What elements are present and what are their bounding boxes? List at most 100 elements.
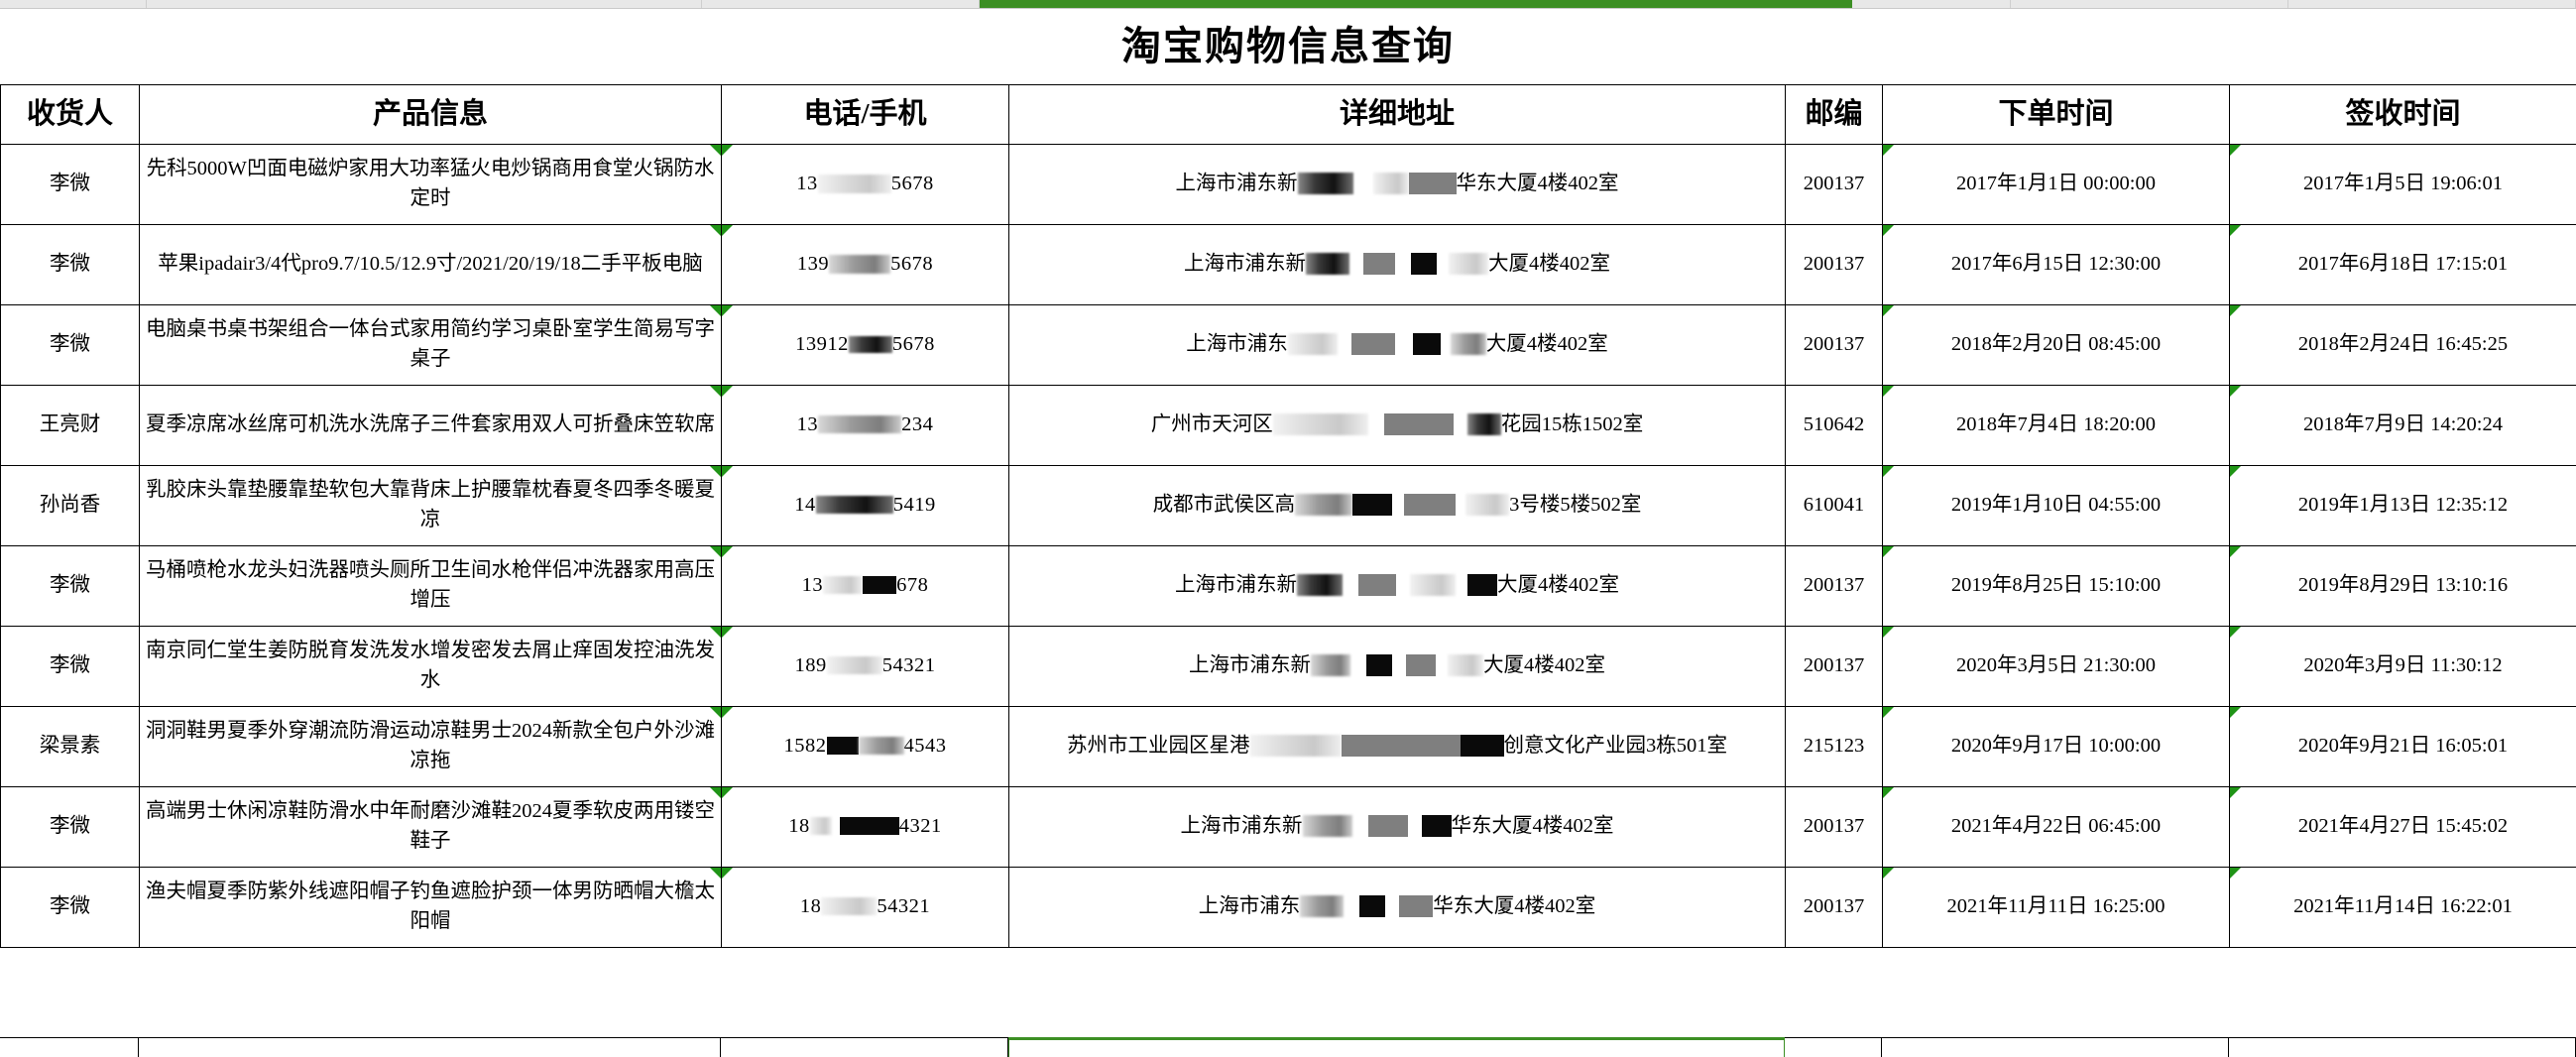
cell-product[interactable]: 夏季凉席冰丝席可机洗水洗席子三件套家用双人可折叠床笠软席 bbox=[139, 385, 722, 466]
phone-suffix: 54321 bbox=[881, 654, 936, 677]
cell-address[interactable]: 上海市浦东 华东大厦4楼402室 bbox=[1008, 867, 1786, 948]
cell-product[interactable]: 乳胶床头靠垫腰靠垫软包大靠背床上护腰靠枕春夏冬四季冬暖夏凉 bbox=[139, 465, 722, 546]
cell-address[interactable]: 上海市浦东新 大厦4楼402室 bbox=[1008, 545, 1786, 627]
cell-order-time[interactable]: 2021年4月22日 06:45:00 bbox=[1882, 786, 2230, 868]
table-row[interactable]: 李微 马桶喷枪水龙头妇洗器喷头厕所卫生间水枪伴侣冲洗器家用高压增压 13 678 … bbox=[0, 545, 2576, 627]
cell-order-time[interactable]: 2021年11月11日 16:25:00 bbox=[1882, 867, 2230, 948]
column-header-order-time[interactable]: 下单时间 bbox=[1882, 84, 2230, 145]
cell-product[interactable]: 南京同仁堂生姜防脱育发洗发水增发密发去屑止痒固发控油洗发水 bbox=[139, 626, 722, 707]
column-header-segment[interactable] bbox=[702, 0, 980, 8]
cell-zipcode[interactable]: 200137 bbox=[1785, 626, 1883, 707]
redaction-mask bbox=[1408, 173, 1457, 195]
table-row[interactable]: 李微 高端男士休闲凉鞋防滑水中年耐磨沙滩鞋2024夏季软皮两用镂空鞋子 18 43… bbox=[0, 786, 2576, 868]
cell-order-time[interactable]: 2018年7月4日 18:20:00 bbox=[1882, 385, 2230, 466]
cell-zipcode[interactable]: 215123 bbox=[1785, 706, 1883, 787]
cell-recipient[interactable]: 李微 bbox=[0, 867, 140, 948]
cell-product[interactable]: 电脑桌书桌书架组合一体台式家用简约学习桌卧室学生简易写字桌子 bbox=[139, 304, 722, 386]
cell-phone[interactable]: 13 234 bbox=[721, 385, 1009, 466]
cell-product[interactable]: 洞洞鞋男夏季外穿潮流防滑运动凉鞋男士2024新款全包户外沙滩凉拖 bbox=[139, 706, 722, 787]
table-row[interactable]: 李微 电脑桌书桌书架组合一体台式家用简约学习桌卧室学生简易写字桌子 13912 5… bbox=[0, 304, 2576, 386]
cell-order-time[interactable]: 2019年8月25日 15:10:00 bbox=[1882, 545, 2230, 627]
cell-zipcode[interactable]: 200137 bbox=[1785, 786, 1883, 868]
cell-zipcode[interactable]: 200137 bbox=[1785, 545, 1883, 627]
redaction-mask bbox=[1341, 735, 1461, 758]
column-header-segment[interactable] bbox=[147, 0, 702, 8]
cell-sign-time[interactable]: 2021年4月27日 15:45:02 bbox=[2229, 786, 2576, 868]
cell-address[interactable]: 上海市浦东新 大厦4楼402室 bbox=[1008, 224, 1786, 305]
cell-sign-time[interactable]: 2017年6月18日 17:15:01 bbox=[2229, 224, 2576, 305]
column-header-phone[interactable]: 电话/手机 bbox=[721, 84, 1009, 145]
column-header-address[interactable]: 详细地址 bbox=[1008, 84, 1786, 145]
cell-recipient[interactable]: 李微 bbox=[0, 224, 140, 305]
cell-address[interactable]: 广州市天河区 花园15栋1502室 bbox=[1008, 385, 1786, 466]
cell-address[interactable]: 上海市浦东新 华东大厦4楼402室 bbox=[1008, 786, 1786, 868]
cell-order-time[interactable]: 2020年3月5日 21:30:00 bbox=[1882, 626, 2230, 707]
cell-order-time[interactable]: 2020年9月17日 10:00:00 bbox=[1882, 706, 2230, 787]
cell-order-time[interactable]: 2017年6月15日 12:30:00 bbox=[1882, 224, 2230, 305]
cell-zipcode[interactable]: 200137 bbox=[1785, 304, 1883, 386]
cell-sign-time[interactable]: 2020年9月21日 16:05:01 bbox=[2229, 706, 2576, 787]
table-row[interactable]: 王亮财 夏季凉席冰丝席可机洗水洗席子三件套家用双人可折叠床笠软席 13 234 广… bbox=[0, 385, 2576, 466]
table-row[interactable]: 李微 南京同仁堂生姜防脱育发洗发水增发密发去屑止痒固发控油洗发水 189 5432… bbox=[0, 626, 2576, 707]
cell-recipient[interactable]: 孙尚香 bbox=[0, 465, 140, 546]
cell-sign-time[interactable]: 2021年11月14日 16:22:01 bbox=[2229, 867, 2576, 948]
cell-phone[interactable]: 13 5678 bbox=[721, 144, 1009, 225]
cell-phone[interactable]: 14 5419 bbox=[721, 465, 1009, 546]
column-header-zipcode[interactable]: 邮编 bbox=[1785, 84, 1883, 145]
cell-zipcode[interactable]: 510642 bbox=[1785, 385, 1883, 466]
cell-sign-time[interactable]: 2017年1月5日 19:06:01 bbox=[2229, 144, 2576, 225]
cell-recipient[interactable]: 李微 bbox=[0, 545, 140, 627]
cell-phone[interactable]: 1582 4543 bbox=[721, 706, 1009, 787]
column-header-segment-selected[interactable] bbox=[980, 0, 1852, 8]
cell-address[interactable]: 成都市武侯区高 3号楼5楼502室 bbox=[1008, 465, 1786, 546]
cell-sign-time[interactable]: 2018年7月9日 14:20:24 bbox=[2229, 385, 2576, 466]
cell-address[interactable]: 上海市浦东新 华东大厦4楼402室 bbox=[1008, 144, 1786, 225]
table-row[interactable]: 李微 渔夫帽夏季防紫外线遮阳帽子钓鱼遮脸护颈一体男防晒帽大檐太阳帽 18 5432… bbox=[0, 867, 2576, 948]
table-row[interactable]: 李微 先科5000W凹面电磁炉家用大功率猛火电炒锅商用食堂火锅防水定时 13 56… bbox=[0, 144, 2576, 225]
table-row[interactable]: 孙尚香 乳胶床头靠垫腰靠垫软包大靠背床上护腰靠枕春夏冬四季冬暖夏凉 14 5419… bbox=[0, 465, 2576, 546]
column-header-segment[interactable] bbox=[2288, 0, 2576, 8]
cell-sign-time[interactable]: 2019年1月13日 12:35:12 bbox=[2229, 465, 2576, 546]
cell-address[interactable]: 上海市浦东新 大厦4楼402室 bbox=[1008, 626, 1786, 707]
cell-sign-time[interactable]: 2019年8月29日 13:10:16 bbox=[2229, 545, 2576, 627]
cell-phone[interactable]: 13912 5678 bbox=[721, 304, 1009, 386]
cell-zipcode[interactable]: 200137 bbox=[1785, 867, 1883, 948]
cell-product[interactable]: 高端男士休闲凉鞋防滑水中年耐磨沙滩鞋2024夏季软皮两用镂空鞋子 bbox=[139, 786, 722, 868]
cell-product[interactable]: 渔夫帽夏季防紫外线遮阳帽子钓鱼遮脸护颈一体男防晒帽大檐太阳帽 bbox=[139, 867, 722, 948]
cell-product[interactable]: 苹果ipadair3/4代pro9.7/10.5/12.9寸/2021/20/1… bbox=[139, 224, 722, 305]
cell-recipient[interactable]: 王亮财 bbox=[0, 385, 140, 466]
cell-address[interactable]: 苏州市工业园区星港 创意文化产业园3栋501室 bbox=[1008, 706, 1786, 787]
cell-phone[interactable]: 139 5678 bbox=[721, 224, 1009, 305]
cell-order-time[interactable]: 2018年2月20日 08:45:00 bbox=[1882, 304, 2230, 386]
cell-product[interactable]: 先科5000W凹面电磁炉家用大功率猛火电炒锅商用食堂火锅防水定时 bbox=[139, 144, 722, 225]
cell-recipient[interactable]: 李微 bbox=[0, 626, 140, 707]
cell-zipcode[interactable]: 610041 bbox=[1785, 465, 1883, 546]
cell-zipcode[interactable]: 200137 bbox=[1785, 144, 1883, 225]
cell-recipient[interactable]: 李微 bbox=[0, 786, 140, 868]
column-header-sign-time[interactable]: 签收时间 bbox=[2229, 84, 2576, 145]
cell-address[interactable]: 上海市浦东 大厦4楼402室 bbox=[1008, 304, 1786, 386]
cell-phone[interactable]: 189 54321 bbox=[721, 626, 1009, 707]
cell-order-time[interactable]: 2019年1月10日 04:55:00 bbox=[1882, 465, 2230, 546]
phone-suffix: 54321 bbox=[877, 895, 931, 918]
cell-sign-time[interactable]: 2020年3月9日 11:30:12 bbox=[2229, 626, 2576, 707]
cell-phone[interactable]: 13 678 bbox=[721, 545, 1009, 627]
cell-sign-time[interactable]: 2018年2月24日 16:45:25 bbox=[2229, 304, 2576, 386]
cell-recipient[interactable]: 李微 bbox=[0, 304, 140, 386]
column-header-recipient[interactable]: 收货人 bbox=[0, 84, 140, 145]
cell-recipient[interactable]: 梁景素 bbox=[0, 706, 140, 787]
column-header-segment[interactable] bbox=[1852, 0, 2011, 8]
table-row[interactable]: 梁景素 洞洞鞋男夏季外穿潮流防滑运动凉鞋男士2024新款全包户外沙滩凉拖 158… bbox=[0, 706, 2576, 787]
column-header-product[interactable]: 产品信息 bbox=[139, 84, 722, 145]
cell-recipient[interactable]: 李微 bbox=[0, 144, 140, 225]
cell-product[interactable]: 马桶喷枪水龙头妇洗器喷头厕所卫生间水枪伴侣冲洗器家用高压增压 bbox=[139, 545, 722, 627]
table-row[interactable]: 李微 苹果ipadair3/4代pro9.7/10.5/12.9寸/2021/2… bbox=[0, 224, 2576, 305]
cell-phone[interactable]: 18 4321 bbox=[721, 786, 1009, 868]
cell-order-time[interactable]: 2017年1月1日 00:00:00 bbox=[1882, 144, 2230, 225]
cell-phone[interactable]: 18 54321 bbox=[721, 867, 1009, 948]
column-header-segment[interactable] bbox=[2011, 0, 2288, 8]
cell-zipcode[interactable]: 200137 bbox=[1785, 224, 1883, 305]
column-header-segment[interactable] bbox=[0, 0, 147, 8]
spreadsheet-column-header-strip[interactable] bbox=[0, 0, 2576, 9]
address-suffix: 华东大厦4楼402室 bbox=[1433, 895, 1596, 918]
